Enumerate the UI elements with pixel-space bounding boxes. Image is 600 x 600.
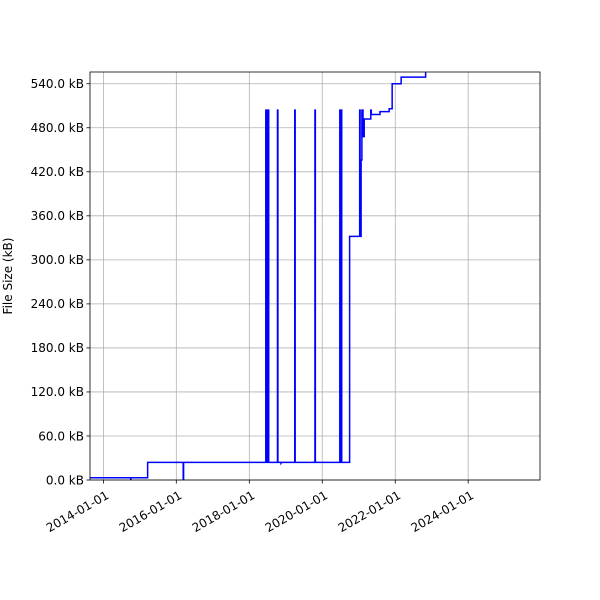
series-layer	[90, 72, 427, 480]
x-tick-label: 2014-01-01	[44, 488, 111, 535]
x-tick-label: 2018-01-01	[190, 488, 257, 535]
x-axis: 2014-01-01 2016-01-01 2018-01-01 2020-01-01…	[44, 480, 476, 535]
y-tick-label: 420.0 kB	[31, 165, 84, 179]
series-line	[90, 72, 427, 480]
y-axis: 0.0 kB 60.0 kB 120.0 kB 180.0 kB 240.0 kB 300…	[31, 77, 90, 487]
plot-frame	[89, 71, 541, 481]
y-tick-label: 240.0 kB	[31, 297, 84, 311]
x-tick-label: 2022-01-01	[336, 488, 403, 535]
x-tick-label: 2024-01-01	[409, 488, 476, 535]
y-tick-label: 120.0 kB	[31, 385, 84, 399]
y-tick-label: 60.0 kB	[38, 429, 84, 443]
y-tick-label: 300.0 kB	[31, 253, 84, 267]
x-tick-label: 2016-01-01	[117, 488, 184, 535]
y-axis-label: File Size (kB)	[1, 238, 15, 315]
y-tick-label: 180.0 kB	[31, 341, 84, 355]
y-tick-label: 480.0 kB	[31, 121, 84, 135]
x-tick-label: 2020-01-01	[263, 488, 330, 535]
y-tick-label: 360.0 kB	[31, 209, 84, 223]
y-tick-label: 540.0 kB	[31, 77, 84, 91]
y-tick-label: 0.0 kB	[46, 473, 84, 487]
